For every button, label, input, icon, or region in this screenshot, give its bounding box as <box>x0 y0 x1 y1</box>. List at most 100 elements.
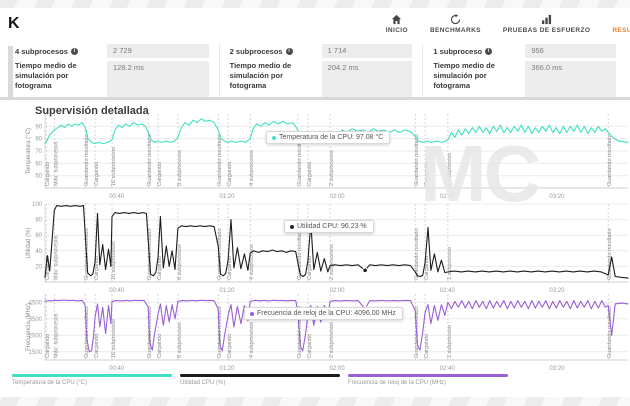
phase-label: Guardando resultado <box>84 228 90 280</box>
phase-label: 8 subprocesos <box>177 150 183 186</box>
phase-label: Guardando resultado <box>84 306 90 358</box>
x-tick-label: 03:20 <box>549 194 565 200</box>
phase-label: 16 subprocesos <box>111 147 117 186</box>
y-tick-label: 40 <box>35 249 42 255</box>
y-tick-label: 1500 <box>29 350 43 356</box>
phase-label: 4 subprocesos <box>249 322 255 358</box>
nav-item-inicio[interactable]: INICIO <box>375 14 419 34</box>
nav-label: BENCHMARKS <box>429 27 481 34</box>
stat-score-value: 956 <box>525 44 616 58</box>
scrollbar[interactable] <box>8 46 13 98</box>
x-tick-label: 03:20 <box>549 366 565 372</box>
stat-time-value: 204.2 ms <box>321 61 413 99</box>
series-line <box>44 205 629 279</box>
stat-time-label: Tiempo medio de simulación por fotograma <box>15 61 77 90</box>
x-tick-label: 01:20 <box>219 288 235 294</box>
stat-label-text: 1 subproceso <box>433 46 483 56</box>
phase-label: 2 subprocesos <box>329 244 335 280</box>
section-title: Supervisión detallada <box>35 105 149 117</box>
phase-label: 1 subproceso <box>447 153 453 186</box>
x-tick-label: 02:40 <box>440 194 456 200</box>
y-axis-title: Utilidad (%) <box>26 227 32 258</box>
score-summary: 4 subprocesos 2 729 Tiempo medio de simu… <box>15 44 626 99</box>
app-window: K INICIO BENCHMARKS PRUEBAS DE ESFUERZO <box>0 8 630 397</box>
stat-score-value: 1 714 <box>321 44 413 58</box>
detailed-monitoring-charts: MC Temperatura de la CPU: 97.08 °C Utili… <box>0 8 630 397</box>
legend-item-temperature[interactable]: Temperatura de la CPU (°C) <box>12 374 180 386</box>
app-logo: K <box>8 15 20 32</box>
legend-label: Utilidad CPU (%) <box>180 380 226 386</box>
info-icon[interactable] <box>70 47 78 55</box>
phase-label: Guardando resultado <box>607 228 613 280</box>
series-dot <box>290 224 294 229</box>
tooltip-text: Temperatura de la CPU: 97.08 °C <box>279 134 384 141</box>
stat-label: 2 subprocesos <box>230 44 316 58</box>
stat-col-4-threads: 4 subprocesos 2 729 Tiempo medio de simu… <box>15 44 219 99</box>
stat-time-label: Tiempo medio de simulación por fotograma <box>433 61 495 90</box>
phase-label: 8 subprocesos <box>177 322 183 358</box>
phase-label: 8 subprocesos <box>177 244 183 280</box>
nav-label: RESU <box>612 27 630 34</box>
tooltip-text: Utilidad CPU: 96.23 % <box>297 223 367 230</box>
phase-label: Guardando resultado <box>607 134 613 186</box>
nav-item-benchmarks[interactable]: BENCHMARKS <box>419 14 492 34</box>
phase-label: Cargando <box>45 162 51 186</box>
series-dot <box>272 135 276 140</box>
phase-label: 1 subproceso <box>447 325 453 358</box>
info-icon[interactable] <box>285 47 293 55</box>
phase-label: Cargando <box>94 256 100 280</box>
legend-item-utilization[interactable]: Utilidad CPU (%) <box>180 374 348 386</box>
phase-label: Cargando <box>227 334 233 358</box>
legend-color-bar <box>348 374 508 377</box>
hover-marker <box>362 267 368 274</box>
y-tick-label: 90 <box>35 124 42 130</box>
phase-label: Cargando <box>45 256 51 280</box>
y-tick-label: 50 <box>35 174 42 180</box>
x-tick-label: 02:00 <box>330 366 346 372</box>
y-tick-label: 80 <box>35 137 42 143</box>
stat-label: 4 subprocesos <box>15 44 101 58</box>
nav-item-pruebas-de-esfuerzo[interactable]: PRUEBAS DE ESFUERZO <box>492 14 601 34</box>
nav-item-resultados-clipped[interactable]: RESU <box>601 14 630 34</box>
stat-time-value: 128.2 ms <box>107 61 209 99</box>
legend-color-bar <box>12 374 172 377</box>
phase-label: 2 subprocesos <box>329 150 335 186</box>
phase-label: Cargando <box>157 256 163 280</box>
legend-item-frequency[interactable]: Frecuencia de reloj de la CPU (MHz) <box>348 374 516 386</box>
phase-label: Cargando <box>424 162 430 186</box>
tooltip-text: Frecuencia de reloj de la CPU: 4096.00 M… <box>257 310 396 317</box>
y-tick-label: 70 <box>35 149 42 155</box>
section-divider <box>0 97 630 100</box>
phase-label: Cargando <box>94 162 100 186</box>
info-icon[interactable] <box>485 47 493 55</box>
phase-label: Cargando <box>157 334 163 358</box>
phase-label: Cargando <box>307 256 313 280</box>
y-tick-label: 20 <box>35 264 42 270</box>
stat-label: 1 subproceso <box>433 44 519 58</box>
phase-label: 2 subprocesos <box>329 322 335 358</box>
phase-label: Cargando <box>227 256 233 280</box>
legend-color-bar <box>180 374 340 377</box>
x-tick-label: 02:40 <box>440 288 456 294</box>
phase-label: Máx. subprocesos <box>53 313 59 358</box>
stat-time-value: 366.0 ms <box>525 61 616 99</box>
stat-score-value: 2 729 <box>107 44 209 58</box>
phase-label: Guardando resultado <box>147 228 153 280</box>
utilization-tooltip: Utilidad CPU: 96.23 % <box>284 220 374 233</box>
phase-label: Cargando <box>424 334 430 358</box>
phase-label: Máx. subprocesos <box>53 235 59 280</box>
top-nav: K INICIO BENCHMARKS PRUEBAS DE ESFUERZO <box>0 8 630 40</box>
phase-label: Máx. subprocesos <box>53 141 59 186</box>
phase-label: 16 subprocesos <box>111 241 117 280</box>
frequency-tooltip: Frecuencia de reloj de la CPU: 4096.00 M… <box>244 307 403 320</box>
x-tick-label: 02:40 <box>440 366 456 372</box>
phase-label: Guardando resultado <box>217 228 223 280</box>
x-tick-label: 02:00 <box>330 194 346 200</box>
phase-label: Guardando resultado <box>147 134 153 186</box>
phase-label: Cargando <box>424 256 430 280</box>
phase-label: Guardando resultado <box>297 306 303 358</box>
stat-label-text: 4 subprocesos <box>15 46 68 56</box>
x-tick-label: 00:40 <box>109 288 125 294</box>
